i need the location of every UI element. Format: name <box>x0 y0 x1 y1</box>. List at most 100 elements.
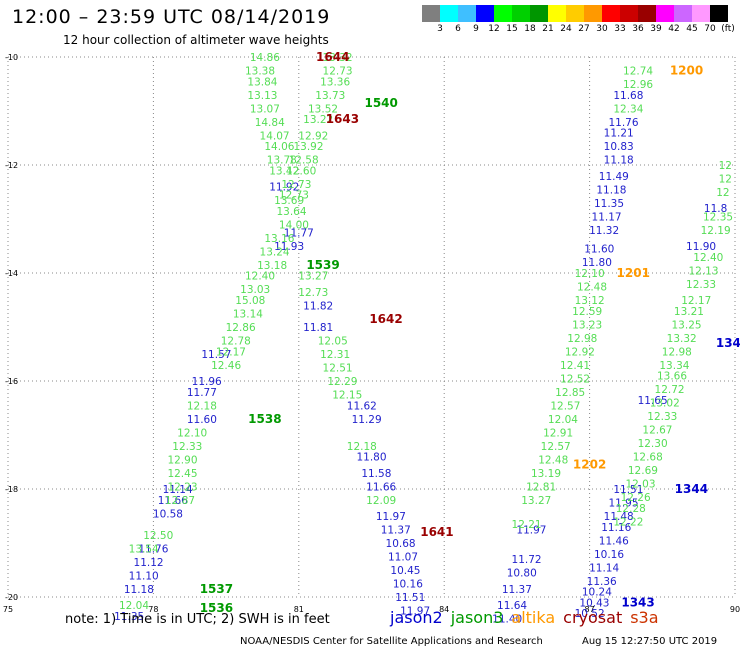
swh-value-jason3: 13.07 <box>250 103 280 115</box>
satellite-name: s3a <box>630 608 659 627</box>
legend-tick-label: 33 <box>614 24 626 34</box>
swh-value-jason2: 11.51 <box>395 592 425 604</box>
swh-value-jason3: 12.73 <box>279 190 309 202</box>
chart-track-labels: 1644 1643 1642 1641 1540 1539 1538 1537 1536 1200… <box>200 50 740 615</box>
legend-swatch <box>674 5 692 22</box>
swh-value-jason3: 13.66 <box>657 371 687 383</box>
swh-value-jason3: 12 <box>716 187 729 199</box>
swh-value-jason3: 12.29 <box>327 376 357 388</box>
chart-axes: 75 78 81 84 87 90 -10 -12 -14 -16 -18 -20 <box>3 53 740 614</box>
legend-tick-label: 18 <box>524 24 536 34</box>
y-tick-label: -18 <box>5 485 18 494</box>
swh-value-jason3: 12.50 <box>143 530 173 542</box>
swh-value-jason3: 12.78 <box>221 336 251 348</box>
swh-value-jason3: 12.40 <box>245 271 275 283</box>
swh-value-jason2: 11.17 <box>592 211 622 223</box>
swh-value-jason2: 11.16 <box>601 522 631 534</box>
swh-value-jason3: 12.48 <box>577 282 607 294</box>
swh-value-jason3: 13.27 <box>521 495 551 507</box>
swh-value-jason2: 11.48 <box>604 511 634 523</box>
swh-value-jason3: 14.07 <box>260 130 290 142</box>
swh-value-jason2: 11.36 <box>587 576 617 588</box>
y-tick-label: -14 <box>5 269 18 278</box>
orbit-track-label: 1644 <box>316 50 349 64</box>
orbit-track-label: 1345 <box>716 336 740 350</box>
swh-value-jason2: 11.35 <box>594 198 624 210</box>
satellite-legend: jason2 jason3 altika cryosat s3a <box>390 608 667 627</box>
orbit-track-label: 1536 <box>200 601 233 615</box>
swh-value-jason3: 12.13 <box>688 265 718 277</box>
swh-value-jason3: 12.26 <box>621 492 651 504</box>
legend-tick-label: (ft) <box>721 24 735 34</box>
swh-value-jason3: 12.74 <box>623 66 653 78</box>
swh-value-jason2: 11.97 <box>376 511 406 523</box>
swh-value-jason3: 12.34 <box>613 103 643 115</box>
swh-value-jason2: 11.60 <box>187 414 217 426</box>
swh-value-jason3: 12.72 <box>655 384 685 396</box>
swh-value-jason3: 13.21 <box>674 306 704 318</box>
swh-value-jason3: 13.23 <box>572 319 602 331</box>
swh-value-jason3: 12.22 <box>613 516 643 528</box>
legend-swatch <box>548 5 566 22</box>
swh-value-jason3: 13.24 <box>260 246 290 258</box>
swh-value-jason2: 11.68 <box>613 90 643 102</box>
swh-value-jason3: 13.14 <box>233 309 263 321</box>
swh-value-jason3: 13.19 <box>531 468 561 480</box>
x-tick-label: 81 <box>294 605 304 614</box>
swh-value-jason2: 11.66 <box>366 481 396 493</box>
legend-tick-label: 45 <box>686 24 698 34</box>
orbit-track-label: 1343 <box>621 595 654 609</box>
swh-value-jason2: 11.18 <box>124 584 154 596</box>
swh-value-jason3: 13.02 <box>650 398 680 410</box>
swh-value-jason3: 12.98 <box>567 333 597 345</box>
swh-value-jason2: 10.80 <box>507 568 537 580</box>
swh-value-jason2: 11.49 <box>599 171 629 183</box>
swh-value-jason2: 11.72 <box>512 554 542 566</box>
swh-value-jason3: 12.96 <box>623 79 653 91</box>
swh-value-jason2: 11.40 <box>492 614 522 626</box>
page-title: 12:00 – 23:59 UTC 08/14/2019 <box>12 6 331 28</box>
swh-value-jason3: 12.09 <box>366 495 396 507</box>
legend-tick-label: 39 <box>650 24 662 34</box>
swh-value-jason2: 11.29 <box>352 414 382 426</box>
swh-value-jason3: 13.34 <box>659 360 689 372</box>
swh-value-jason3: 13.13 <box>247 90 277 102</box>
legend-tick-label: 21 <box>542 24 554 34</box>
swh-value-jason3: 13.03 <box>240 284 270 296</box>
swh-value-jason3: 12 <box>719 174 732 186</box>
swh-value-jason2: 11.76 <box>138 543 168 555</box>
swh-value-jason3: 12.15 <box>332 390 362 402</box>
swh-value-jason3: 13.84 <box>247 76 277 88</box>
swh-value-jason3: 12.48 <box>538 454 568 466</box>
swh-value-jason3: 12.57 <box>550 400 580 412</box>
swh-value-jason2: 10.43 <box>579 597 609 609</box>
swh-value-jason3: 12.05 <box>318 336 348 348</box>
swh-value-jason3: 12.58 <box>289 155 319 167</box>
satellite-name: jason2 <box>390 608 443 627</box>
swh-value-jason3: 13.38 <box>245 66 275 78</box>
swh-value-jason2: 11.18 <box>604 155 634 167</box>
swh-value-jason3: 13.54 <box>129 543 159 555</box>
swh-value-jason3: 13.27 <box>298 271 328 283</box>
swh-value-jason2: 11.77 <box>284 228 314 240</box>
satellite-name: jason3 <box>450 608 504 627</box>
legend-swatch <box>710 5 728 22</box>
swh-value-jason2: 10.16 <box>594 549 624 561</box>
swh-value-jason2: 11.93 <box>274 241 304 253</box>
legend-swatch <box>620 5 638 22</box>
swh-value-jason2: 11.12 <box>134 557 164 569</box>
swh-value-jason3: 12.17 <box>681 295 711 307</box>
legend-swatch <box>638 5 656 22</box>
x-tick-label: 75 <box>3 605 13 614</box>
swh-value-jason3: 12.73 <box>298 287 328 299</box>
swh-value-jason3: 12.33 <box>686 279 716 291</box>
swh-value-jason3: 13.12 <box>575 295 605 307</box>
swh-value-jason2: 11.60 <box>584 244 614 256</box>
swh-value-jason2: 11.37 <box>381 525 411 537</box>
swh-value-jason3: 12.86 <box>226 322 256 334</box>
legend-swatch <box>494 5 512 22</box>
swh-value-jason3: 12.03 <box>625 479 655 491</box>
swh-value-jason3: 12.90 <box>167 454 197 466</box>
satellite-name: cryosat <box>563 608 623 627</box>
